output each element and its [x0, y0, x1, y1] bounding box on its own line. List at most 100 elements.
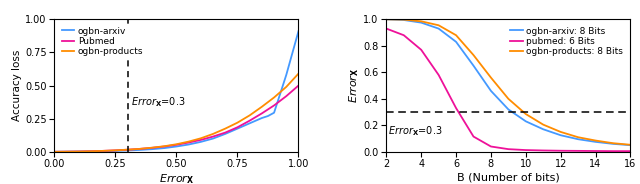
ogbn-products: [197, 137, 205, 139]
ogbn-arxiv: [63, 151, 70, 153]
ogbn-arxiv: [173, 145, 180, 148]
ogbn-products: [161, 145, 168, 147]
ogbn-products: 8 Bits: (3, 0.998): 8 Bits: (3, 0.998): [400, 18, 408, 21]
ogbn-arxiv: 8 Bits: (9, 0.32): 8 Bits: (9, 0.32): [504, 108, 512, 111]
ogbn-products: 8 Bits: (10, 0.285): 8 Bits: (10, 0.285): [522, 113, 530, 115]
Pubmed: [124, 148, 131, 151]
ogbn-arxiv: 8 Bits: (4, 0.975): 8 Bits: (4, 0.975): [417, 22, 425, 24]
ogbn-products: 8 Bits: (6, 0.88): 8 Bits: (6, 0.88): [452, 34, 460, 36]
Pubmed: [63, 151, 70, 153]
Pubmed: [197, 139, 205, 141]
ogbn-arxiv: [161, 147, 168, 149]
X-axis label: B (Number of bits): B (Number of bits): [457, 172, 560, 182]
ogbn-arxiv: 8 Bits: (14, 0.075): 8 Bits: (14, 0.075): [592, 141, 600, 143]
Line: ogbn-arxiv: 8 Bits: ogbn-arxiv: 8 Bits: [387, 19, 630, 145]
ogbn-arxiv: [270, 112, 278, 114]
ogbn-products: [173, 143, 180, 145]
ogbn-products: [111, 149, 119, 151]
pubmed: 6 Bits: (12, 0.008): 6 Bits: (12, 0.008): [557, 150, 564, 152]
Text: $\mathit{Error}_{\mathbf{X}}$=0.3: $\mathit{Error}_{\mathbf{X}}$=0.3: [388, 125, 443, 138]
Legend: ogbn-arxiv, Pubmed, ogbn-products: ogbn-arxiv, Pubmed, ogbn-products: [59, 24, 146, 59]
ogbn-arxiv: 8 Bits: (16, 0.05): 8 Bits: (16, 0.05): [627, 144, 634, 146]
ogbn-products: 8 Bits: (13, 0.11): 8 Bits: (13, 0.11): [574, 136, 582, 138]
pubmed: 6 Bits: (9, 0.02): 6 Bits: (9, 0.02): [504, 148, 512, 150]
Pubmed: [173, 144, 180, 146]
Line: Pubmed: Pubmed: [54, 86, 298, 152]
ogbn-arxiv: 8 Bits: (3, 0.995): 8 Bits: (3, 0.995): [400, 19, 408, 21]
ogbn-products: [99, 150, 107, 152]
pubmed: 6 Bits: (13, 0.007): 6 Bits: (13, 0.007): [574, 150, 582, 152]
Pubmed: [161, 145, 168, 148]
ogbn-products: 8 Bits: (4, 0.985): 8 Bits: (4, 0.985): [417, 20, 425, 22]
pubmed: 6 Bits: (15, 0.005): 6 Bits: (15, 0.005): [609, 150, 617, 152]
Pubmed: [87, 150, 95, 152]
Pubmed: [75, 151, 83, 153]
ogbn-arxiv: 8 Bits: (7, 0.65): 8 Bits: (7, 0.65): [470, 65, 477, 67]
Pubmed: [185, 141, 193, 144]
ogbn-arxiv: [136, 149, 143, 151]
ogbn-arxiv: [197, 141, 205, 143]
ogbn-arxiv: [87, 150, 95, 153]
Pubmed: [294, 84, 302, 87]
Line: pubmed: 6 Bits: pubmed: 6 Bits: [387, 29, 630, 151]
ogbn-products: [75, 151, 83, 153]
ogbn-arxiv: [294, 30, 302, 32]
ogbn-products: [209, 133, 217, 135]
ogbn-arxiv: 8 Bits: (13, 0.095): 8 Bits: (13, 0.095): [574, 138, 582, 140]
pubmed: 6 Bits: (2, 0.93): 6 Bits: (2, 0.93): [383, 27, 390, 30]
ogbn-products: 8 Bits: (15, 0.065): 8 Bits: (15, 0.065): [609, 142, 617, 144]
Pubmed: [221, 132, 229, 134]
ogbn-arxiv: [258, 117, 266, 119]
ogbn-products: 8 Bits: (2, 1): 8 Bits: (2, 1): [383, 18, 390, 20]
Line: ogbn-products: ogbn-products: [54, 74, 298, 152]
ogbn-products: 8 Bits: (8, 0.56): 8 Bits: (8, 0.56): [487, 77, 495, 79]
ogbn-products: [63, 151, 70, 153]
ogbn-products: 8 Bits: (12, 0.15): 8 Bits: (12, 0.15): [557, 131, 564, 133]
ogbn-products: 8 Bits: (14, 0.085): 8 Bits: (14, 0.085): [592, 139, 600, 142]
pubmed: 6 Bits: (8, 0.04): 6 Bits: (8, 0.04): [487, 145, 495, 148]
pubmed: 6 Bits: (16, 0.005): 6 Bits: (16, 0.005): [627, 150, 634, 152]
Pubmed: [51, 151, 58, 153]
Y-axis label: Accuracy loss: Accuracy loss: [12, 50, 22, 121]
ogbn-products: 8 Bits: (7, 0.73): 8 Bits: (7, 0.73): [470, 54, 477, 56]
ogbn-products: [136, 148, 143, 150]
ogbn-products: [234, 122, 241, 124]
ogbn-products: [282, 86, 290, 88]
ogbn-arxiv: [75, 151, 83, 153]
ogbn-arxiv: [246, 122, 253, 124]
ogbn-products: 8 Bits: (16, 0.053): 8 Bits: (16, 0.053): [627, 144, 634, 146]
pubmed: 6 Bits: (5, 0.58): 6 Bits: (5, 0.58): [435, 74, 442, 76]
ogbn-products: [221, 128, 229, 130]
ogbn-products: 8 Bits: (11, 0.205): 8 Bits: (11, 0.205): [540, 123, 547, 126]
ogbn-arxiv: [111, 150, 119, 152]
ogbn-arxiv: [124, 149, 131, 152]
Pubmed: [99, 150, 107, 152]
ogbn-products: [246, 114, 253, 116]
Pubmed: [246, 120, 253, 122]
Y-axis label: $\mathit{Error}_{\mathbf{X}}$: $\mathit{Error}_{\mathbf{X}}$: [347, 68, 360, 103]
ogbn-arxiv: 8 Bits: (2, 1): 8 Bits: (2, 1): [383, 18, 390, 20]
ogbn-arxiv: [221, 133, 229, 135]
ogbn-arxiv: [185, 143, 193, 146]
ogbn-arxiv: [234, 128, 241, 130]
pubmed: 6 Bits: (11, 0.01): 6 Bits: (11, 0.01): [540, 149, 547, 152]
ogbn-arxiv: 8 Bits: (15, 0.06): 8 Bits: (15, 0.06): [609, 143, 617, 145]
Pubmed: [270, 104, 278, 107]
ogbn-arxiv: 8 Bits: (12, 0.125): 8 Bits: (12, 0.125): [557, 134, 564, 136]
Pubmed: [148, 147, 156, 149]
pubmed: 6 Bits: (7, 0.115): 6 Bits: (7, 0.115): [470, 135, 477, 138]
ogbn-products: [148, 147, 156, 149]
ogbn-arxiv: 8 Bits: (10, 0.23): 8 Bits: (10, 0.23): [522, 120, 530, 122]
Text: $\mathit{Error}_{\mathbf{X}}$=0.3: $\mathit{Error}_{\mathbf{X}}$=0.3: [131, 95, 186, 109]
ogbn-products: 8 Bits: (9, 0.4): 8 Bits: (9, 0.4): [504, 98, 512, 100]
ogbn-products: [87, 150, 95, 152]
Pubmed: [282, 95, 290, 97]
ogbn-products: [270, 96, 278, 99]
Pubmed: [258, 112, 266, 114]
Pubmed: [136, 148, 143, 150]
ogbn-products: 8 Bits: (5, 0.955): 8 Bits: (5, 0.955): [435, 24, 442, 26]
pubmed: 6 Bits: (4, 0.77): 6 Bits: (4, 0.77): [417, 49, 425, 51]
Line: ogbn-arxiv: ogbn-arxiv: [54, 31, 298, 152]
pubmed: 6 Bits: (3, 0.88): 6 Bits: (3, 0.88): [400, 34, 408, 36]
ogbn-arxiv: 8 Bits: (5, 0.93): 8 Bits: (5, 0.93): [435, 27, 442, 30]
